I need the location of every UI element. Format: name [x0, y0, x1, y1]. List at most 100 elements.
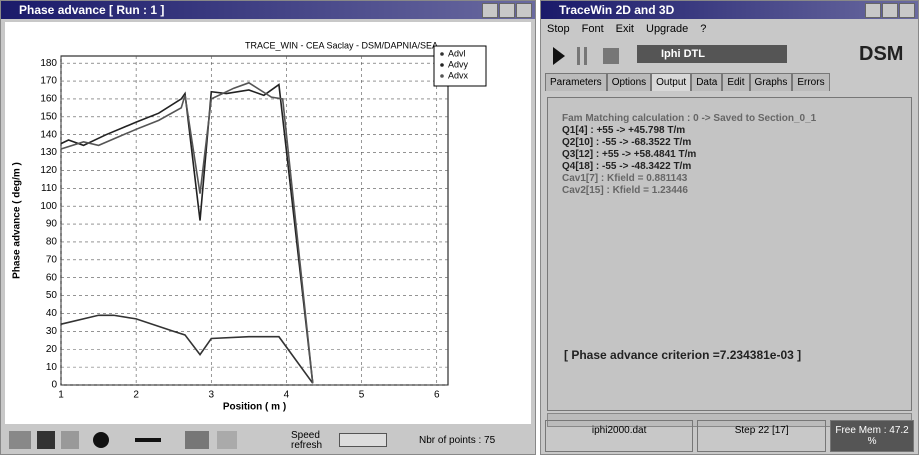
- output-line: Q3[12] : +55 -> +58.4841 T/m: [562, 149, 697, 160]
- tab[interactable]: Output: [651, 73, 692, 91]
- legend-marker: [440, 74, 444, 78]
- x-tick-label: 4: [284, 390, 290, 401]
- x-tick-label: 1: [58, 390, 64, 401]
- y-tick-label: 110: [41, 183, 57, 194]
- window-title: TraceWin 2D and 3D: [559, 3, 675, 17]
- x-tick-label: 5: [359, 390, 365, 401]
- min-button[interactable]: [865, 3, 881, 18]
- y-tick-label: 10: [46, 362, 58, 373]
- copy-button[interactable]: [61, 431, 79, 449]
- output-line: Cav2[15] : Kfield = 1.23446: [562, 185, 688, 196]
- y-tick-label: 0: [51, 380, 57, 391]
- output-line: Q4[18] : -55 -> -48.3422 T/m: [562, 161, 692, 172]
- x-tick-label: 6: [434, 390, 440, 401]
- close-button[interactable]: [516, 3, 532, 18]
- tool-icons: [9, 431, 237, 449]
- title-bar: TraceWin 2D and 3D: [541, 1, 918, 19]
- speed-slider[interactable]: [339, 433, 387, 447]
- menu-item[interactable]: Font: [581, 23, 604, 35]
- output-line: Fam Matching calculation : 0 -> Saved to…: [562, 113, 817, 124]
- min-button[interactable]: [482, 3, 498, 18]
- status-field: Free Mem : 47.2 %: [830, 420, 914, 452]
- tab[interactable]: Errors: [792, 73, 830, 91]
- y-tick-label: 70: [46, 254, 58, 265]
- y-tick-label: 20: [46, 344, 58, 355]
- y-tick-label: 100: [40, 201, 57, 212]
- y-tick-label: 50: [46, 290, 58, 301]
- y-tick-label: 30: [46, 326, 58, 337]
- menu-item[interactable]: Exit: [615, 23, 634, 35]
- x-tick-label: 2: [133, 390, 139, 401]
- tab[interactable]: Parameters: [545, 73, 607, 91]
- menu-bar: Stop Font Exit Upgrade?: [541, 19, 918, 39]
- speed-label: Speed refresh: [291, 430, 323, 451]
- y-tick-label: 130: [40, 147, 57, 158]
- y-tick-label: 180: [40, 58, 57, 69]
- max-button[interactable]: [882, 3, 898, 18]
- y-tick-label: 60: [46, 272, 58, 283]
- run-controls: [553, 47, 619, 65]
- save-button[interactable]: [37, 431, 55, 449]
- tab[interactable]: Graphs: [749, 73, 793, 91]
- max-button[interactable]: [499, 3, 515, 18]
- pause-bar: [584, 47, 587, 65]
- spacer: [548, 98, 911, 112]
- data-line: [60, 314, 314, 384]
- data-line: [60, 83, 314, 384]
- menu-item[interactable]: Upgrade: [646, 23, 689, 35]
- chart-title: TRACE_WIN - CEA Saclay - DSM/DAPNIA/SEA: [245, 40, 438, 50]
- y-axis-label: Phase advance ( deg/m ): [12, 162, 23, 279]
- marker-button[interactable]: [93, 432, 109, 448]
- project-dropdown[interactable]: Iphi DTL: [637, 45, 787, 63]
- legend-label: Advy: [448, 59, 469, 69]
- pause-button[interactable]: [577, 47, 580, 65]
- legend-label: Advl: [448, 48, 466, 58]
- tab[interactable]: Data: [691, 73, 723, 91]
- status-field: iphi2000.dat: [545, 420, 694, 452]
- grid-button[interactable]: [185, 431, 209, 449]
- y-tick-label: 160: [40, 94, 57, 105]
- print-button[interactable]: [9, 431, 31, 449]
- close-button[interactable]: [899, 3, 915, 18]
- menu-item[interactable]: ?: [700, 23, 707, 35]
- plot-window: Phase advance [ Run : 1 ] TRACE_WIN - CE…: [0, 0, 536, 455]
- output-line: Q1[4] : +55 -> +45.798 T/m: [562, 125, 686, 136]
- window-title: Phase advance [ Run : 1 ]: [19, 3, 165, 17]
- tab-bar: Parameters Options Output Data Edit Graphs Err…: [545, 73, 914, 91]
- legend-marker: [440, 63, 444, 67]
- x-axis-label: Position ( m ): [223, 402, 286, 413]
- chart: TRACE_WIN - CEA Saclay - DSM/DAPNIA/SEA 0…: [5, 22, 531, 424]
- legend-label: Advx: [448, 70, 469, 80]
- line-button[interactable]: [135, 438, 161, 442]
- plot-area: [60, 55, 449, 386]
- y-tick-label: 170: [40, 76, 57, 87]
- tab[interactable]: Edit: [722, 73, 750, 91]
- x-tick-label: 3: [209, 390, 215, 401]
- tab[interactable]: Options: [606, 73, 652, 91]
- status-bar: iphi2000.dat Step 22 [17] Free Mem : 47.2 …: [545, 420, 914, 452]
- y-tick-label: 90: [46, 219, 58, 230]
- legend-marker: [440, 52, 444, 56]
- dropdown-text: Iphi DTL: [661, 48, 705, 60]
- output-line: Q2[10] : -55 -> -68.3522 T/m: [562, 137, 692, 148]
- menu-item[interactable]: Stop: [547, 23, 570, 35]
- data-line: [60, 81, 314, 384]
- y-tick-label: 140: [40, 129, 57, 140]
- stop-button[interactable]: [603, 48, 619, 64]
- legend-box: [433, 45, 487, 87]
- toolbar: Iphi DTL DSM: [541, 39, 918, 73]
- points-label: Nbr of points : 75: [419, 435, 496, 446]
- check-button[interactable]: [217, 431, 237, 449]
- logo: DSM: [859, 43, 904, 65]
- toolbar: Speed refresh Nbr of points : 75: [5, 427, 531, 453]
- y-tick-label: 80: [46, 237, 58, 248]
- output-panel: Fam Matching calculation : 0 -> Saved to…: [547, 97, 912, 411]
- tracewin-window: TraceWin 2D and 3D Stop Font Exit Upgrade? …: [540, 0, 919, 455]
- title-bar: Phase advance [ Run : 1 ]: [1, 1, 535, 19]
- output-line: Cav1[7] : Kfield = 0.881143: [562, 173, 688, 184]
- y-tick-label: 40: [46, 308, 58, 319]
- play-button[interactable]: [553, 47, 565, 65]
- criterion-line: [ Phase advance criterion =7.234381e-03 …: [564, 348, 802, 362]
- y-tick-label: 120: [40, 165, 57, 176]
